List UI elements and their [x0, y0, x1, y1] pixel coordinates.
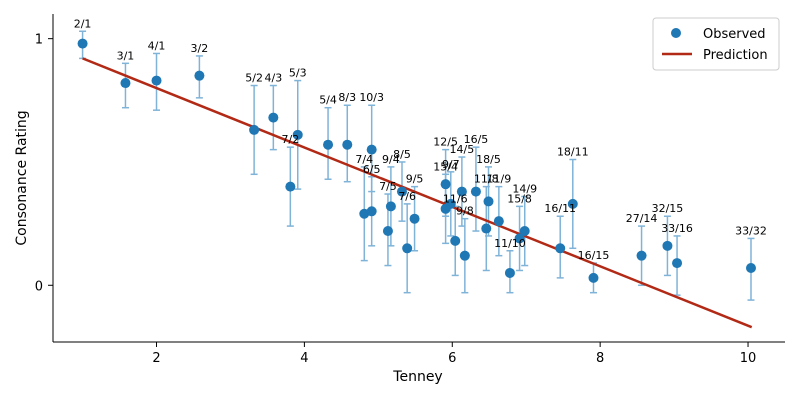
- data-point: [366, 144, 377, 155]
- data-point: [396, 186, 407, 197]
- point-label: 16/15: [578, 249, 610, 262]
- point-label: 16/11: [544, 202, 576, 215]
- x-tick-label: 2: [152, 351, 160, 366]
- point-label: 5/3: [289, 67, 307, 80]
- point-label: 9/4: [382, 153, 400, 166]
- data-point: [402, 243, 413, 254]
- data-point: [481, 223, 492, 234]
- x-tick-label: 8: [596, 351, 604, 366]
- point-label: 33/32: [735, 224, 767, 237]
- prediction-line-group: [82, 57, 753, 329]
- data-point: [555, 243, 566, 254]
- point-label: 18/11: [557, 146, 589, 159]
- point-label: 5/2: [245, 72, 263, 85]
- point-label: 7/2: [281, 133, 299, 146]
- data-point: [409, 213, 420, 224]
- x-tick-label: 10: [740, 351, 757, 366]
- point-label: 14/9: [512, 182, 537, 195]
- legend-box: [652, 17, 780, 71]
- y-axis-label: Consonance Rating: [14, 110, 30, 245]
- data-point: [382, 226, 393, 237]
- data-point: [504, 267, 515, 278]
- point-label: 3/2: [191, 42, 209, 55]
- point-label: 27/14: [626, 212, 658, 225]
- data-point: [292, 129, 303, 140]
- data-point: [440, 179, 451, 190]
- data-point: [514, 233, 525, 244]
- x-tick-label: 6: [448, 351, 456, 366]
- data-point: [120, 78, 131, 89]
- x-tick-label: 4: [300, 351, 308, 366]
- data-point: [194, 70, 205, 81]
- data-point: [745, 263, 756, 274]
- point-label: 4/3: [264, 72, 282, 85]
- data-point: [470, 186, 481, 197]
- point-label: 11/9: [487, 173, 512, 186]
- point-label: 33/16: [661, 222, 693, 235]
- y-tick-label: 1: [35, 33, 43, 48]
- legend-observed-label: Observed: [703, 27, 766, 42]
- point-label: 3/1: [117, 49, 135, 62]
- y-tick-label: 0: [35, 279, 43, 294]
- point-label: 12/5: [433, 136, 458, 149]
- point-label: 16/5: [464, 133, 489, 146]
- data-point: [323, 139, 334, 150]
- point-label: 8/5: [393, 148, 411, 161]
- point-label: 11/8: [474, 173, 499, 186]
- point-label: 7/5: [379, 180, 397, 193]
- point-label: 9/8: [456, 205, 474, 218]
- point-label: 18/5: [476, 153, 501, 166]
- point-label: 7/4: [355, 153, 373, 166]
- data-point: [456, 186, 467, 197]
- point-label: 11/10: [494, 237, 526, 250]
- point-label: 10/3: [359, 91, 384, 104]
- data-point: [385, 201, 396, 212]
- data-point: [450, 235, 461, 246]
- legend: Observed Prediction: [652, 17, 780, 71]
- point-label: 2/1: [74, 17, 92, 30]
- point-label: 15/8: [507, 192, 532, 205]
- point-label: 5/4: [319, 94, 337, 107]
- data-point: [77, 38, 88, 49]
- data-point: [588, 272, 599, 283]
- data-point: [493, 216, 504, 227]
- data-point: [636, 250, 647, 261]
- point-label: 32/15: [652, 202, 684, 215]
- data-points: [77, 38, 756, 283]
- data-point: [459, 250, 470, 261]
- point-label: 15/4: [433, 160, 458, 173]
- point-label: 11/6: [443, 192, 468, 205]
- data-point: [342, 139, 353, 150]
- point-label: 4/1: [148, 39, 166, 52]
- data-point: [483, 196, 494, 207]
- point-label: 14/5: [450, 143, 475, 156]
- data-point: [662, 240, 673, 251]
- x-axis-label: Tenney: [392, 369, 442, 385]
- point-label: 9/7: [442, 158, 460, 171]
- legend-observed-marker: [671, 28, 681, 38]
- data-point: [268, 112, 279, 123]
- point-label: 6/5: [363, 163, 381, 176]
- data-point: [567, 198, 578, 209]
- legend-prediction-label: Prediction: [703, 48, 768, 63]
- errorbars: [79, 30, 755, 301]
- axes: 2 4 6 8 10 0 1: [35, 14, 785, 366]
- data-point: [285, 181, 296, 192]
- point-label: 9/5: [406, 173, 424, 186]
- data-point: [440, 203, 451, 214]
- data-point: [366, 206, 377, 217]
- data-point: [519, 226, 530, 237]
- data-point: [672, 258, 683, 269]
- data-point: [151, 75, 162, 86]
- data-point: [249, 124, 260, 135]
- point-label: 8/3: [338, 91, 356, 104]
- point-labels: 2/1 3/1 4/1 3/2 5/2 4/3 7/2 5/3 5/4 8/3 10/3 7/46/5…: [74, 17, 767, 262]
- point-label: 7/6: [398, 190, 416, 203]
- prediction-line: [82, 57, 753, 329]
